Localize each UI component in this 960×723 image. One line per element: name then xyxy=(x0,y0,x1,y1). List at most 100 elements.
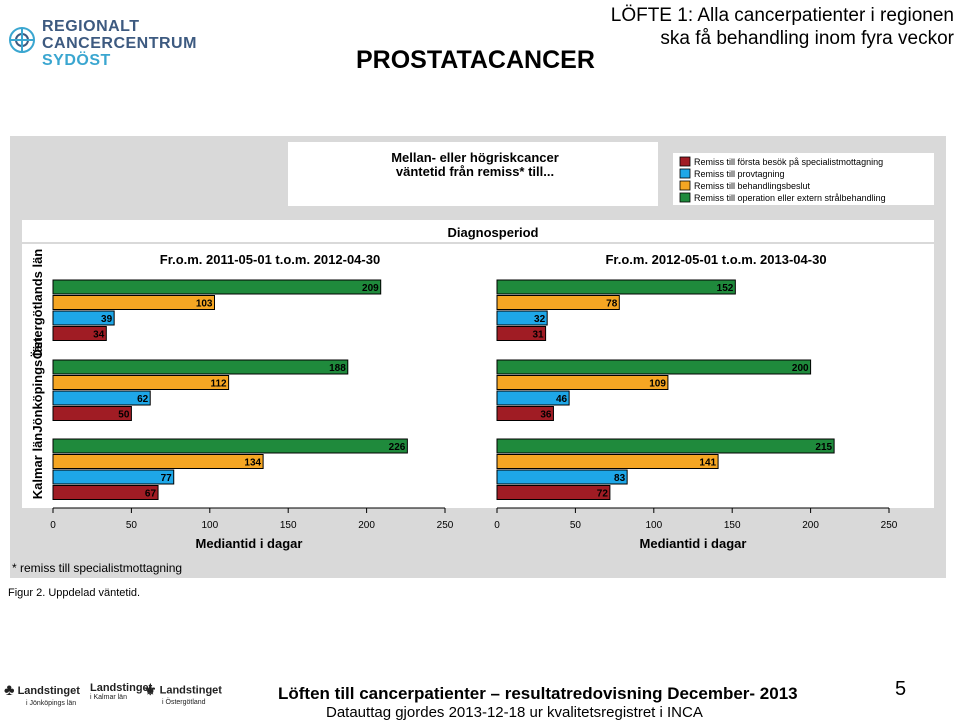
x-tick-label-1-100: 100 xyxy=(201,520,218,531)
bar-p1-r1-first_visit xyxy=(52,326,107,341)
logo-line-1: REGIONALT xyxy=(42,18,140,35)
bar-p2-r3-sampling xyxy=(496,469,628,485)
bar-label-p1-r2-first_visit: 50 xyxy=(118,410,130,421)
bar-label-p1-r3-decision: 134 xyxy=(244,458,261,469)
bar-label-p2-r1-sampling: 32 xyxy=(534,314,546,325)
logo-line-3: SYDÖST xyxy=(42,52,111,69)
bar-label-p2-r3-treatment: 215 xyxy=(815,442,832,453)
bar-p2-r1-first_visit xyxy=(496,326,547,341)
rcc-logo-icon xyxy=(9,27,35,53)
bar-label-p2-r2-sampling: 46 xyxy=(556,394,568,405)
rcc-logo-text: REGIONALT CANCERCENTRUM SYDÖST xyxy=(42,18,197,69)
promise-line-1: LÖFTE 1: Alla cancerpatienter i regionen xyxy=(610,5,954,26)
legend-label-sampling: Remiss till provtagning xyxy=(694,169,785,179)
bar-p2-r2-decision xyxy=(496,375,669,390)
bar-label-p2-r1-first_visit: 31 xyxy=(532,330,544,341)
bar-label-p2-r3-sampling: 83 xyxy=(614,473,626,484)
bar-label-p2-r2-first_visit: 36 xyxy=(540,410,552,421)
bar-p1-r2-first_visit xyxy=(52,406,132,421)
bar-p1-r2-decision xyxy=(52,375,230,390)
bar-label-p2-r1-treatment: 152 xyxy=(717,283,734,294)
bar-p2-r2-first_visit xyxy=(496,406,554,421)
bar-p1-r1-decision xyxy=(52,295,216,310)
x-tick-label-1-150: 150 xyxy=(280,520,297,531)
bar-label-p2-r3-first_visit: 72 xyxy=(597,489,609,500)
bar-label-p1-r3-treatment: 226 xyxy=(389,442,406,453)
promise-heading: LÖFTE 1: Alla cancerpatienter i regionen… xyxy=(534,4,954,50)
x-tick-label-1-250: 250 xyxy=(437,520,454,531)
landstinget-jonkoping-icon: ♣ xyxy=(4,682,15,699)
footer-logos: ♣ Landstinget i Jönköpings län Landsting… xyxy=(4,682,244,718)
figure-caption: Figur 2. Uppdelad väntetid. xyxy=(8,587,141,599)
x-tick-label-1-200: 200 xyxy=(358,520,375,531)
bar-label-p2-r3-decision: 141 xyxy=(699,458,716,469)
bar-p2-r3-decision xyxy=(496,454,719,469)
panel-title-2: Fr.o.m. 2012-05-01 t.o.m. 2013-04-30 xyxy=(605,252,826,267)
legend-label-decision: Remiss till behandlingsbeslut xyxy=(694,181,811,191)
bar-label-p1-r2-sampling: 62 xyxy=(137,394,149,405)
bar-p2-r2-sampling xyxy=(496,390,570,406)
bar-label-p1-r1-sampling: 39 xyxy=(101,314,113,325)
legend-swatch-first_visit xyxy=(679,156,691,167)
bar-p1-r1-treatment xyxy=(52,279,382,295)
bar-p1-r2-sampling xyxy=(52,390,151,406)
bar-label-p2-r1-decision: 78 xyxy=(606,299,618,310)
x-tick-label-2-250: 250 xyxy=(881,520,898,531)
x-tick-label-2-200: 200 xyxy=(802,520,819,531)
bar-label-p1-r3-first_visit: 67 xyxy=(145,489,157,500)
bar-label-p2-r2-decision: 109 xyxy=(649,379,666,390)
logo-line-2: CANCERCENTRUM xyxy=(42,35,197,52)
bar-p1-r3-decision xyxy=(52,454,264,469)
bar-p1-r1-sampling xyxy=(52,310,115,326)
x-axis-label-1: Mediantid i dagar xyxy=(196,536,303,551)
bar-p2-r1-decision xyxy=(496,295,620,310)
footnote: * remiss till specialistmottagning xyxy=(12,561,183,575)
legend-swatch-sampling xyxy=(679,168,691,179)
bar-label-p1-r2-treatment: 188 xyxy=(329,363,346,374)
footer-subtitle: Datauttag gjordes 2013-12-18 ur kvalitet… xyxy=(326,704,703,721)
legend-box xyxy=(673,153,934,205)
landstinget-ostergotland-icon: ⚜ xyxy=(144,682,157,698)
bar-label-p1-r1-first_visit: 34 xyxy=(93,330,105,341)
x-tick-label-2-0: 0 xyxy=(494,520,500,531)
bar-label-p1-r1-treatment: 209 xyxy=(362,283,379,294)
chart-title-box xyxy=(288,142,658,206)
footer-logo-ostergotland: ⚜ Landstinget i Östergötland xyxy=(144,682,222,706)
footer-title: Löften till cancerpatienter – resultatre… xyxy=(278,684,798,703)
legend-swatch-decision xyxy=(679,180,691,191)
x-tick-label-1-50: 50 xyxy=(126,520,138,531)
bar-label-p1-r2-decision: 112 xyxy=(210,379,227,390)
bar-p2-r1-sampling xyxy=(496,310,548,326)
bar-p2-r2-treatment xyxy=(496,359,812,375)
bar-p2-r3-first_visit xyxy=(496,485,611,500)
bar-label-p1-r1-decision: 103 xyxy=(196,299,213,310)
bar-p1-r2-treatment xyxy=(52,359,349,375)
panel-title-1: Fr.o.m. 2011-05-01 t.o.m. 2012-04-30 xyxy=(160,252,380,267)
x-axis-label-2: Mediantid i dagar xyxy=(640,536,747,551)
legend-swatch-treatment xyxy=(679,192,691,203)
footer-logo-kalmar: Landstinget i Kalmar län xyxy=(90,682,153,701)
bar-p2-r3-treatment xyxy=(496,438,835,454)
chart-title-line-1: Mellan- eller högriskcancer xyxy=(391,150,559,165)
bar-p1-r3-first_visit xyxy=(52,485,159,500)
rcc-logo xyxy=(9,27,35,53)
legend-label-treatment: Remiss till operation eller extern strål… xyxy=(694,193,886,203)
footer-logo-jonkoping: ♣ Landstinget i Jönköpings län xyxy=(4,682,80,707)
diagnosperiod-bar xyxy=(22,220,934,242)
bar-label-p1-r3-sampling: 77 xyxy=(161,473,173,484)
chart-title-line-2: väntetid från remiss* till... xyxy=(396,164,554,179)
row-label-jonkoping: Jönköpings län xyxy=(30,337,45,432)
x-tick-label-2-150: 150 xyxy=(724,520,741,531)
x-tick-label-2-50: 50 xyxy=(570,520,582,531)
bar-label-p2-r2-treatment: 200 xyxy=(792,363,809,374)
super-title: Diagnosperiod xyxy=(447,225,538,240)
page-number: 5 xyxy=(895,678,907,700)
page-title: PROSTATACANCER xyxy=(356,46,595,74)
bar-p2-r1-treatment xyxy=(496,279,736,295)
row-label-ostergotland: Östergötlands län xyxy=(30,249,45,360)
legend-label-first_visit: Remiss till första besök på specialistmo… xyxy=(694,157,883,167)
bar-p1-r3-sampling xyxy=(52,469,175,485)
x-tick-label-1-0: 0 xyxy=(50,520,56,531)
row-label-kalmar: Kalmar län xyxy=(30,433,45,500)
